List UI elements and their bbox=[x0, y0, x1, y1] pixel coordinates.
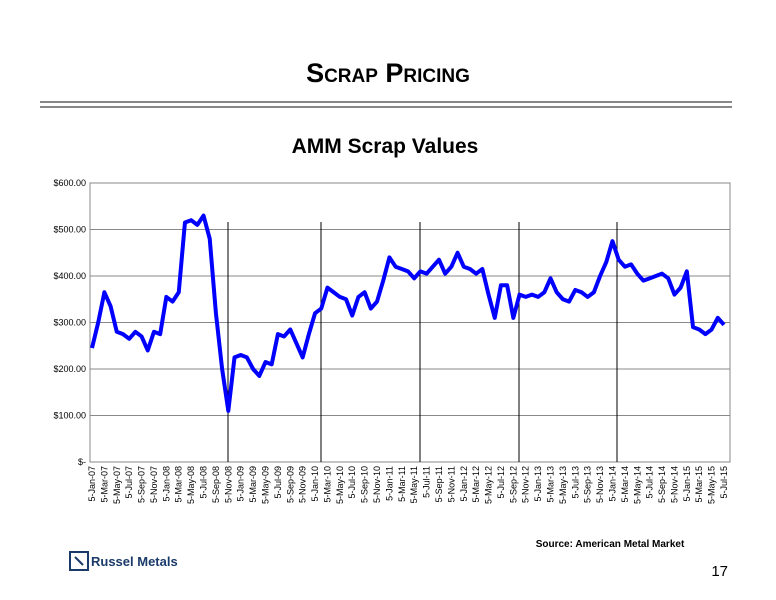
x-tick-label: 5-Jul-11 bbox=[422, 466, 432, 498]
x-tick-label: 5-Jul-10 bbox=[347, 466, 357, 499]
x-tick-label: 5-Nov-09 bbox=[298, 466, 308, 503]
x-tick-label: 5-May-10 bbox=[335, 466, 345, 504]
x-tick-label: 5-Mar-13 bbox=[546, 466, 556, 503]
x-tick-label: 5-Jan-12 bbox=[459, 466, 469, 502]
line-series bbox=[90, 213, 726, 413]
y-tick-label: $100.00 bbox=[53, 411, 86, 421]
x-tick-label: 5-Nov-12 bbox=[521, 466, 531, 503]
x-tick-label: 5-Mar-11 bbox=[397, 466, 407, 502]
x-tick-label: 5-Sep-14 bbox=[657, 466, 667, 503]
x-tick-label: 5-Jul-09 bbox=[273, 466, 283, 499]
source-note: Source: American Metal Market bbox=[536, 539, 685, 550]
x-tick-label: 5-Jul-07 bbox=[124, 466, 134, 499]
x-tick-label: 5-Nov-08 bbox=[223, 466, 233, 503]
x-tick-label: 5-Jul-14 bbox=[645, 466, 655, 499]
x-tick-label: 5-Sep-12 bbox=[508, 466, 518, 503]
x-tick-label: 5-Jan-15 bbox=[682, 466, 692, 502]
x-tick-label: 5-Jan-09 bbox=[236, 466, 246, 502]
logo-text: Russel Metals bbox=[91, 554, 178, 569]
x-tick-label: 5-Jan-11 bbox=[384, 466, 394, 501]
x-tick-label: 5-Nov-13 bbox=[595, 466, 605, 503]
x-tick-label: 5-Nov-10 bbox=[372, 466, 382, 503]
y-tick-label: $400.00 bbox=[53, 271, 86, 281]
x-tick-label: 5-Nov-14 bbox=[669, 466, 679, 503]
y-tick-label: $600.00 bbox=[53, 178, 86, 188]
x-tick-label: 5-Jul-12 bbox=[496, 466, 506, 499]
y-tick-label: $- bbox=[78, 457, 86, 467]
x-tick-label: 5-Sep-13 bbox=[583, 466, 593, 503]
x-tick-label: 5-May-09 bbox=[260, 466, 270, 504]
marks bbox=[90, 213, 726, 413]
x-tick-label: 5-May-14 bbox=[632, 466, 642, 504]
x-tick-label: 5-May-08 bbox=[186, 466, 196, 504]
logo-icon bbox=[69, 551, 89, 571]
y-tick-label: $300.00 bbox=[53, 318, 86, 328]
x-tick-label: 5-Sep-10 bbox=[360, 466, 370, 503]
x-tick-label: 5-Jan-07 bbox=[87, 466, 97, 502]
x-tick-label: 5-Sep-11 bbox=[434, 466, 444, 502]
y-tick-label: $200.00 bbox=[53, 364, 86, 374]
x-tick-label: 5-Mar-10 bbox=[322, 466, 332, 503]
x-tick-label: 5-May-12 bbox=[484, 466, 494, 504]
x-tick-label: 5-Mar-14 bbox=[620, 466, 630, 503]
x-tick-label: 5-Sep-08 bbox=[211, 466, 221, 503]
slide-title: Scrap Pricing bbox=[306, 58, 470, 88]
x-tick-label: 5-Nov-11 bbox=[446, 466, 456, 502]
x-tick-label: 5-Sep-09 bbox=[285, 466, 295, 503]
x-tick-label: 5-Nov-07 bbox=[149, 466, 159, 503]
x-tick-label: 5-Mar-09 bbox=[248, 466, 258, 503]
x-tick-label: 5-Mar-07 bbox=[99, 466, 109, 503]
x-tick-label: 5-Jan-10 bbox=[310, 466, 320, 502]
logo-icon bbox=[74, 556, 84, 566]
reference-lines bbox=[227, 222, 618, 462]
x-tick-label: 5-May-11 bbox=[409, 466, 419, 503]
x-tick-label: 5-Sep-07 bbox=[137, 466, 147, 503]
x-tick-label: 5-May-07 bbox=[112, 466, 122, 504]
x-tick-label: 5-Jul-13 bbox=[570, 466, 580, 499]
x-tick-label: 5-May-15 bbox=[707, 466, 717, 504]
x-tick-label: 5-Jan-13 bbox=[533, 466, 543, 502]
x-tick-label: 5-Mar-15 bbox=[694, 466, 704, 503]
x-tick-label: 5-Mar-12 bbox=[471, 466, 481, 503]
y-tick-label: $500.00 bbox=[53, 225, 86, 235]
x-tick-label: 5-Jul-15 bbox=[719, 466, 729, 499]
chart-title: AMM Scrap Values bbox=[292, 135, 479, 158]
x-tick-label: 5-Mar-08 bbox=[174, 466, 184, 503]
page-number: 17 bbox=[711, 563, 728, 580]
x-tick-label: 5-Jan-14 bbox=[607, 466, 617, 502]
x-tick-label: 5-Jul-08 bbox=[199, 466, 209, 499]
x-tick-label: 5-May-13 bbox=[558, 466, 568, 504]
x-tick-label: 5-Jan-08 bbox=[161, 466, 171, 502]
